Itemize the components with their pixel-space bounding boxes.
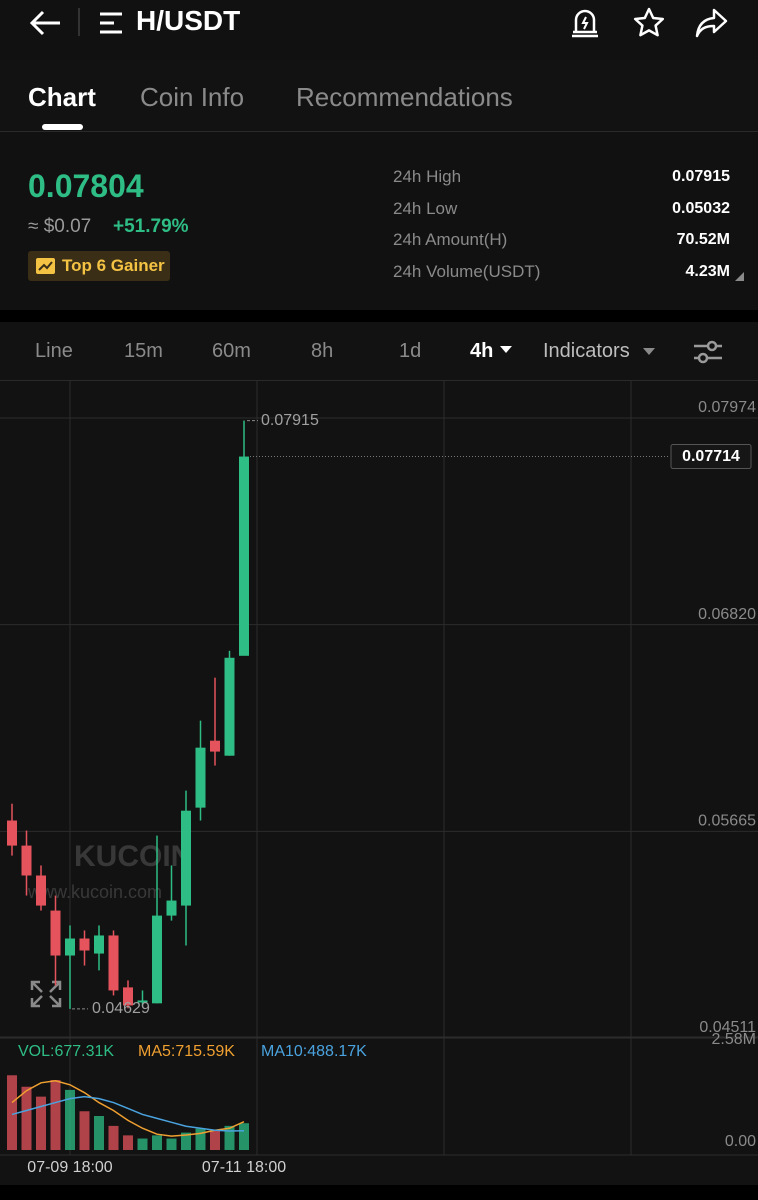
volume-tick-label: 0.00	[725, 1133, 756, 1150]
watermark: KUCOIN www.kucoin.com	[27, 840, 192, 902]
divider	[0, 131, 758, 132]
candle-body	[152, 915, 162, 1004]
tab[interactable]: Chart	[28, 82, 96, 112]
price-change: +51.79%	[113, 216, 189, 237]
badge-icon	[36, 258, 55, 274]
tab[interactable]: Recommendations	[296, 82, 513, 112]
volume-bar	[50, 1080, 61, 1150]
volume-legend: MA10:488.17K	[261, 1043, 367, 1060]
volume-legend: VOL:677.31K	[18, 1043, 114, 1060]
usd-price: ≈ $0.07	[28, 216, 92, 237]
volume-bar	[195, 1128, 206, 1150]
tab[interactable]: Coin Info	[140, 82, 245, 112]
candle-body	[239, 456, 249, 656]
interval-option[interactable]: 1d	[399, 340, 422, 362]
y-tick-label: 0.07974	[698, 399, 756, 416]
last-price-box	[670, 444, 752, 470]
candle-body	[79, 938, 90, 951]
volume-ma-line	[11, 1080, 245, 1137]
watermark-logo: KUCOIN	[74, 840, 192, 873]
interval-option[interactable]: 4h	[470, 340, 494, 362]
candle-body	[21, 845, 32, 876]
stat-label: 24h Amount(H)	[393, 230, 508, 249]
indicators-button[interactable]: Indicators	[543, 340, 630, 362]
volume-bar	[7, 1075, 17, 1150]
interval-option[interactable]: Line	[35, 340, 73, 362]
stat-value: 70.52M	[676, 231, 730, 248]
last-price: 0.07804	[28, 168, 144, 204]
y-tick-label: 0.06820	[698, 606, 756, 623]
active-tab-indicator	[42, 124, 83, 130]
divider	[0, 380, 758, 381]
low-marker-label: 0.04629	[92, 1000, 150, 1017]
stat-value: 0.07915	[672, 168, 730, 185]
divider	[78, 8, 80, 36]
volume-bar	[108, 1125, 119, 1150]
volume-bar	[166, 1138, 177, 1150]
share-icon[interactable]	[694, 6, 730, 40]
candle-body	[195, 747, 206, 808]
bottom-bar	[0, 1185, 758, 1200]
candle-body	[137, 1000, 148, 1003]
volume-tick-label: 2.58M	[712, 1031, 756, 1048]
stat-value: 0.05032	[672, 199, 730, 217]
high-marker-label: 0.07915	[261, 412, 319, 429]
y-tick-label: 0.05665	[698, 813, 756, 830]
dropdown-caret	[643, 348, 655, 355]
y-tick-label: 0.04511	[699, 1019, 756, 1036]
watermark-url: www.kucoin.com	[27, 882, 162, 902]
vertical-grid	[0, 381, 758, 1156]
volume-bar	[94, 1116, 104, 1150]
back-button[interactable]	[28, 8, 64, 38]
expand-icon[interactable]	[30, 980, 62, 1008]
section-gap	[0, 310, 758, 322]
volume-bar	[181, 1132, 191, 1150]
pair-title: H/USDT	[136, 5, 241, 36]
stat-label: 24h Low	[393, 198, 458, 218]
badge-text: Top 6 Gainer	[62, 256, 165, 275]
last-price-label: 0.07714	[682, 448, 740, 465]
candle-body	[65, 938, 75, 956]
dropdown-caret	[500, 346, 512, 353]
x-tick-label: 07-11 18:00	[202, 1159, 286, 1176]
volume-ma-line	[11, 1095, 245, 1132]
volume-bar	[210, 1130, 220, 1150]
header-bar	[0, 0, 758, 60]
alert-icon[interactable]	[568, 6, 602, 40]
candle-body	[224, 657, 235, 756]
candle-body	[7, 820, 17, 846]
volume-bar	[21, 1086, 32, 1150]
stat-label: 24h High	[393, 167, 462, 186]
candle-body	[36, 875, 46, 906]
volume-bar	[224, 1125, 235, 1150]
volume-bar	[79, 1111, 90, 1150]
stat-value: 4.23M	[685, 262, 730, 280]
volume-bar	[137, 1138, 148, 1150]
stat-label: 24h Volume(USDT)	[393, 261, 541, 281]
menu-icon[interactable]	[98, 10, 124, 36]
interval-option[interactable]: 8h	[311, 340, 334, 362]
volume-legend: MA5:715.59K	[138, 1043, 235, 1060]
volume-bar	[36, 1096, 46, 1150]
candle-body	[123, 987, 133, 1006]
interval-option[interactable]: 15m	[124, 340, 163, 362]
settings-icon[interactable]	[692, 338, 724, 366]
candle-body	[210, 740, 220, 752]
favorite-icon[interactable]	[632, 6, 666, 40]
stats-more[interactable]	[734, 270, 746, 282]
candle-body	[94, 935, 104, 954]
candle-body	[108, 935, 119, 991]
candle-body	[50, 910, 61, 956]
x-tick-label: 07-09 18:00	[27, 1159, 113, 1176]
candle-body	[166, 900, 177, 916]
interval-option[interactable]: 60m	[212, 340, 251, 362]
volume-bar	[152, 1135, 162, 1150]
candle-body	[181, 810, 191, 906]
volume-bar	[65, 1089, 75, 1150]
volume-bar	[239, 1123, 249, 1150]
volume-bar	[123, 1135, 133, 1150]
